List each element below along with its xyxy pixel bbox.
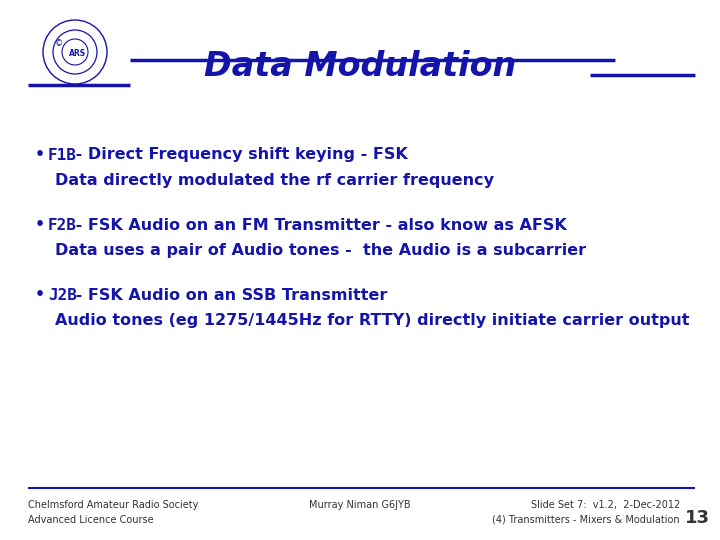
Text: 13: 13	[685, 509, 710, 527]
Text: ARS: ARS	[69, 50, 86, 58]
Text: - Direct Frequency shift keying - FSK: - Direct Frequency shift keying - FSK	[70, 147, 408, 163]
Text: Data directly modulated the rf carrier frequency: Data directly modulated the rf carrier f…	[55, 172, 494, 187]
Text: J2B: J2B	[48, 287, 77, 302]
Text: F1B: F1B	[48, 147, 77, 163]
Text: - FSK Audio on an FM Transmitter - also know as AFSK: - FSK Audio on an FM Transmitter - also …	[70, 218, 567, 233]
Text: Slide Set 7:  v1.2,  2-Dec-2012: Slide Set 7: v1.2, 2-Dec-2012	[531, 500, 680, 510]
Text: ©: ©	[55, 39, 63, 49]
Text: F2B: F2B	[48, 218, 77, 233]
Text: Data Modulation: Data Modulation	[204, 50, 516, 83]
Text: - FSK Audio on an SSB Transmitter: - FSK Audio on an SSB Transmitter	[70, 287, 387, 302]
Text: Audio tones (eg 1275/1445Hz for RTTY) directly initiate carrier output: Audio tones (eg 1275/1445Hz for RTTY) di…	[55, 313, 690, 327]
Text: Murray Niman G6JYB: Murray Niman G6JYB	[309, 500, 411, 510]
Text: •: •	[35, 147, 45, 163]
Text: Advanced Licence Course: Advanced Licence Course	[28, 515, 153, 525]
Text: (4) Transmitters - Mixers & Modulation: (4) Transmitters - Mixers & Modulation	[492, 515, 680, 525]
Text: •: •	[35, 218, 45, 233]
Text: Data uses a pair of Audio tones -  the Audio is a subcarrier: Data uses a pair of Audio tones - the Au…	[55, 242, 586, 258]
Text: Chelmsford Amateur Radio Society: Chelmsford Amateur Radio Society	[28, 500, 199, 510]
Text: •: •	[35, 287, 45, 302]
